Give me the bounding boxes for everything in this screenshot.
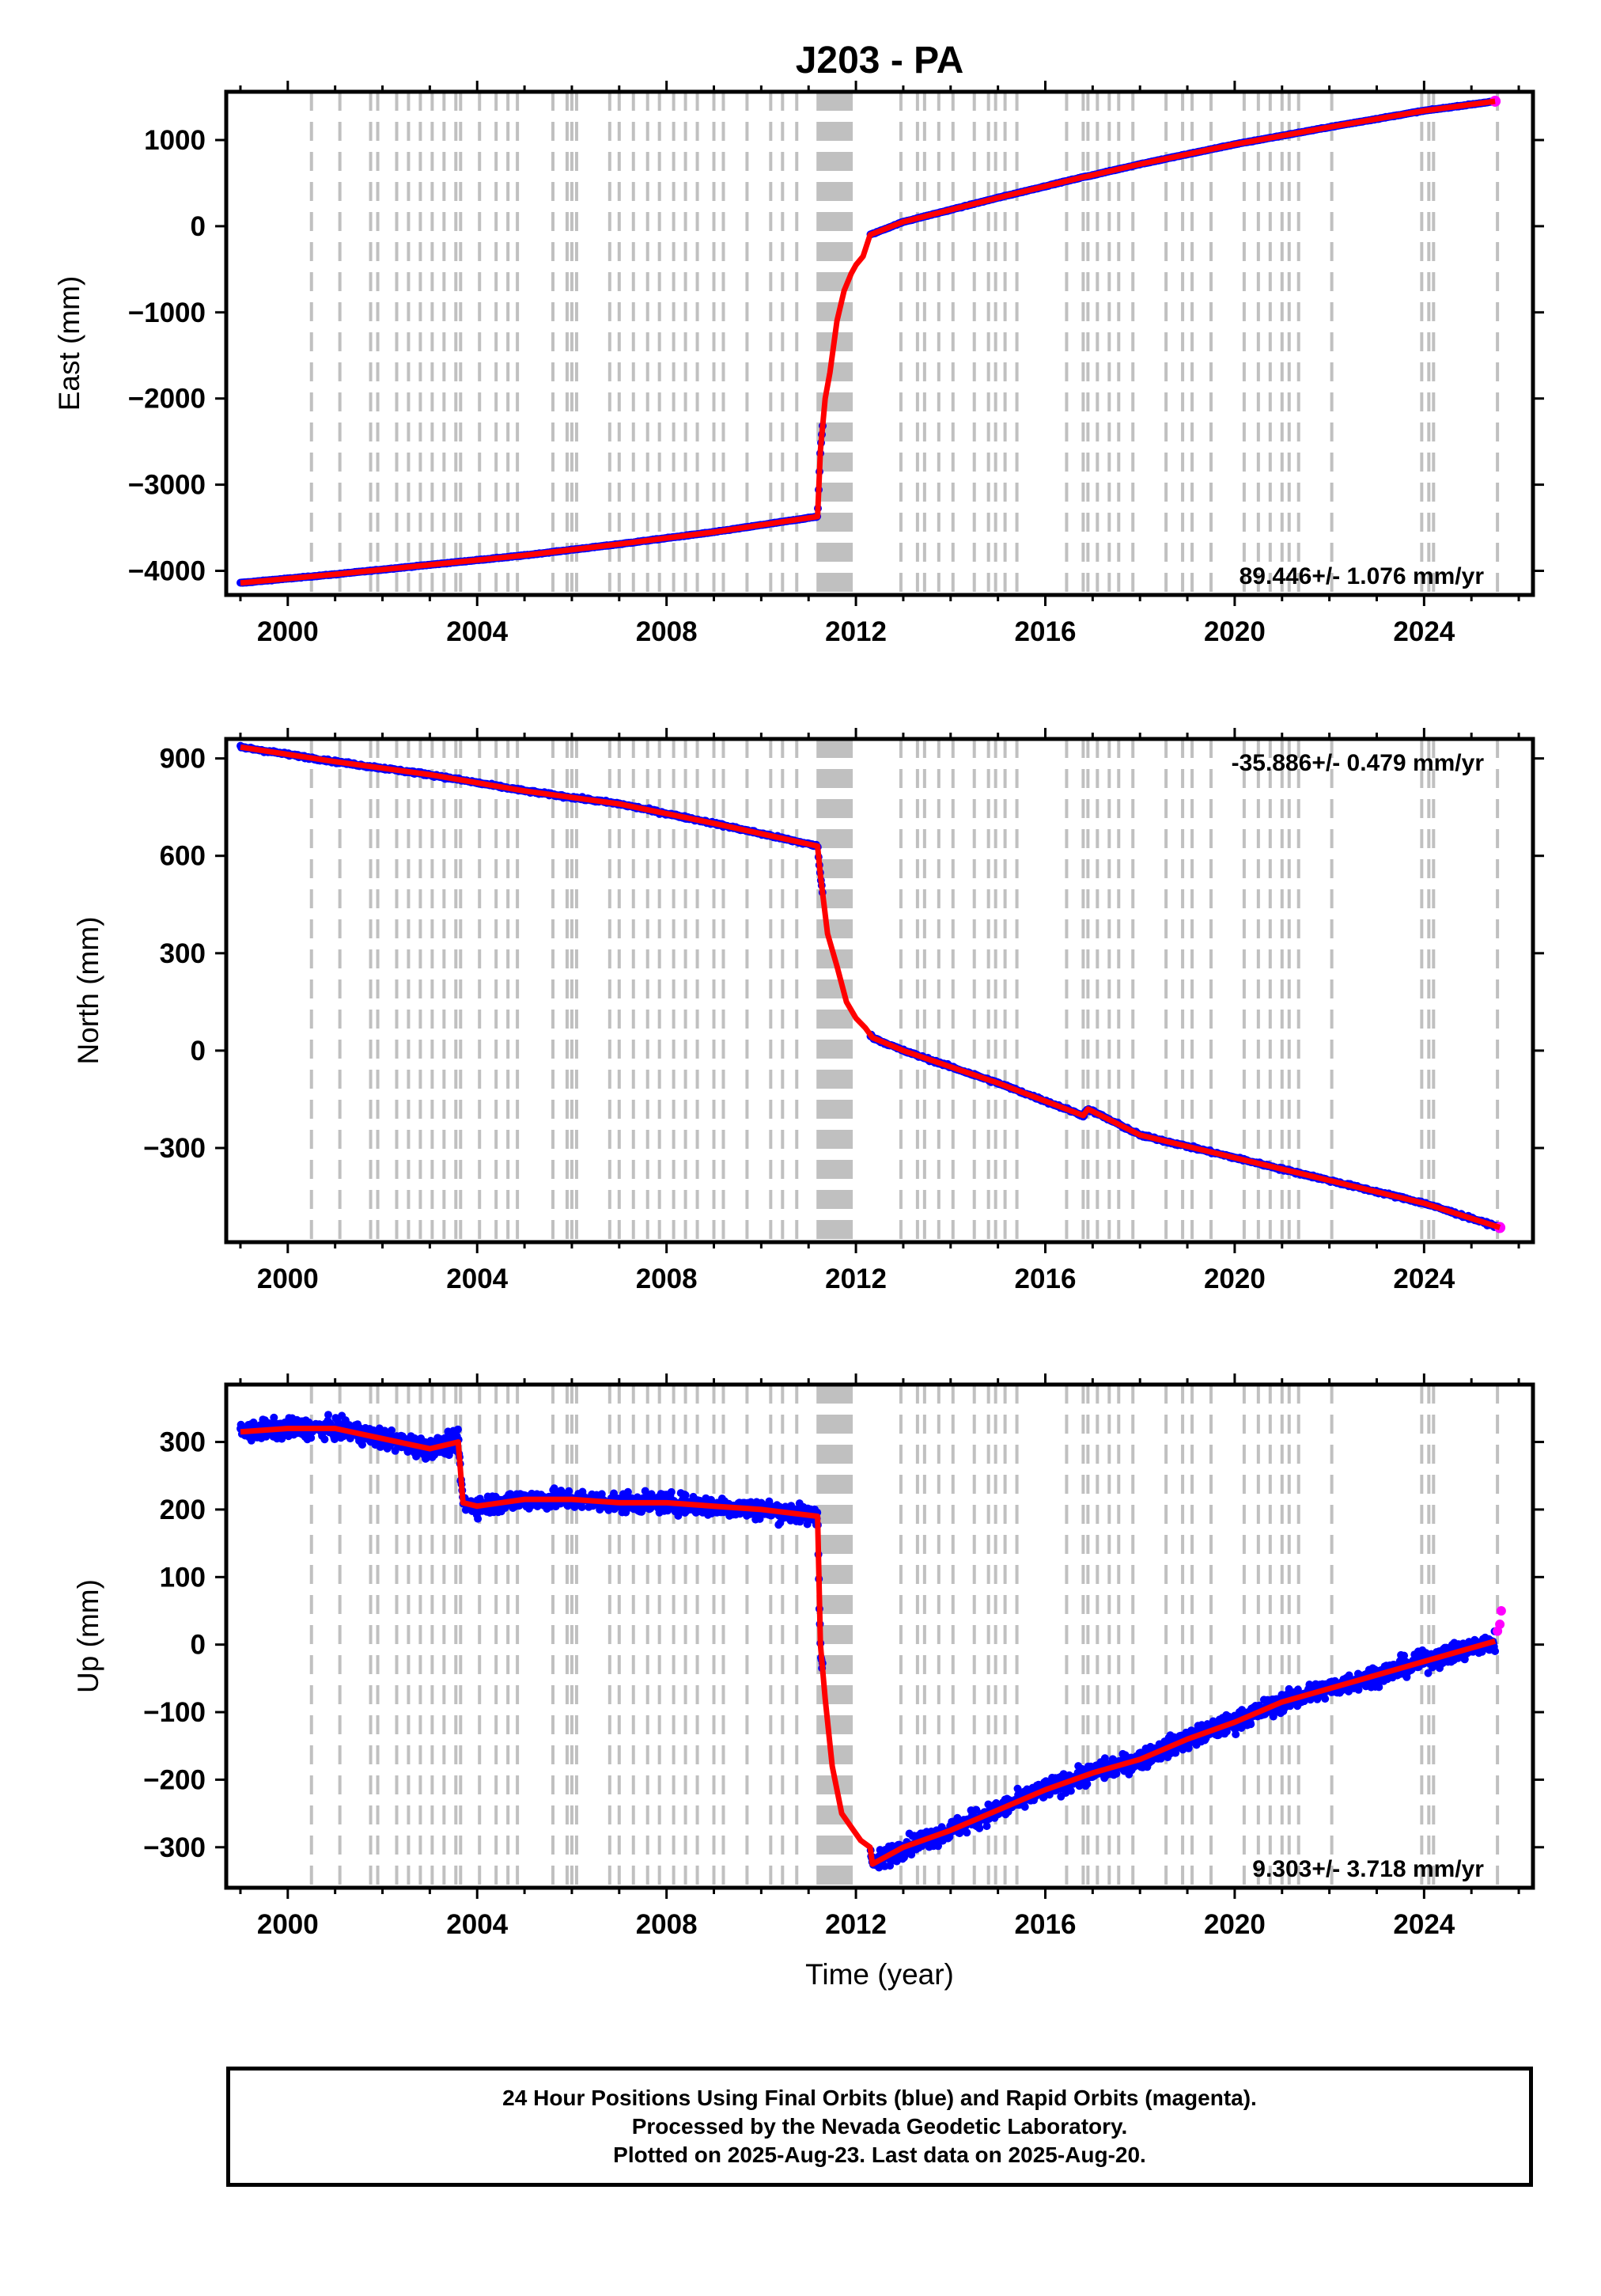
y-tick-label: −3000 <box>128 470 206 501</box>
x-tick-label: 2024 <box>1393 1264 1455 1294</box>
final-orbit-point <box>324 1411 332 1419</box>
final-orbit-point <box>667 1487 676 1496</box>
final-orbit-point <box>982 1822 991 1831</box>
x-tick-label: 2004 <box>446 616 508 647</box>
final-orbit-point <box>934 1842 942 1851</box>
x-tick-label: 2020 <box>1204 1264 1266 1294</box>
final-orbit-point <box>247 1436 255 1445</box>
y-axis-label: East (mm) <box>53 276 85 411</box>
equipment-change-lines <box>309 739 1500 1242</box>
final-orbit-points <box>237 1411 1500 1872</box>
y-tick-label: 1000 <box>144 125 206 156</box>
y-axis-label: North (mm) <box>72 916 104 1064</box>
y-tick-label: −1000 <box>128 297 206 328</box>
final-orbit-point <box>426 1437 435 1445</box>
final-orbit-point <box>755 1514 764 1523</box>
x-tick-label: 2024 <box>1393 616 1455 647</box>
final-orbit-points <box>237 97 1500 587</box>
x-tick-label: 2000 <box>257 616 319 647</box>
final-orbit-point <box>388 1426 396 1434</box>
final-orbit-point <box>623 1487 632 1496</box>
rate-label: -35.886+/- 0.479 mm/yr <box>1232 750 1485 776</box>
panel-up: 2000 2004 2008 2012 2016 2020 20243002001000−1… <box>72 1373 1544 1991</box>
model-line <box>240 98 1496 586</box>
final-orbit-points <box>237 741 1504 1233</box>
y-tick-label: 900 <box>160 744 206 775</box>
final-orbit-point <box>963 1828 971 1837</box>
final-orbit-point <box>681 1491 690 1499</box>
x-axis: 2000 2004 2008 2012 2016 2020 2024 <box>239 728 1520 1294</box>
final-orbit-point <box>1020 1802 1029 1811</box>
model-line <box>240 744 1501 1230</box>
x-axis: 2000 2004 2008 2012 2016 2020 2024 <box>239 81 1520 647</box>
x-tick-label: 2004 <box>446 1264 508 1294</box>
panel-east: 2000 2004 2008 2012 2016 2020 2024 1000 0 −1000 −2… <box>53 81 1544 647</box>
y-tick-label: −300 <box>143 1133 206 1164</box>
final-orbit-point <box>307 1434 316 1442</box>
y-tick-label: 0 <box>191 1036 206 1067</box>
x-tick-label: 2008 <box>636 1264 698 1294</box>
y-tick-label: −2000 <box>128 384 206 415</box>
equipment-change-lines <box>309 92 1500 595</box>
panel-north: 2000 2004 2008 2012 2016 2020 2024 900 600 300 0 −3… <box>72 728 1544 1294</box>
x-tick-label: 2012 <box>825 616 887 647</box>
final-orbit-point <box>597 1490 606 1498</box>
final-orbit-point <box>577 1503 586 1511</box>
y-tick-label: 0 <box>191 211 206 242</box>
x-tick-label: 2016 <box>1015 616 1077 647</box>
final-orbit-point <box>550 1484 558 1493</box>
y-tick-label: −4000 <box>128 556 206 587</box>
y-axis: 900 600 300 0 −300 <box>143 744 1544 1164</box>
x-tick-label: 2016 <box>1015 1264 1077 1294</box>
y-tick-label: 600 <box>160 841 206 872</box>
equipment-change-lines <box>309 1385 1500 1888</box>
plot-frame <box>224 737 1535 1245</box>
panels: 2000 2004 2008 2012 2016 2020 2024 1000 0 −1000 −2… <box>53 81 1544 1991</box>
x-tick-label: 2020 <box>1204 616 1266 647</box>
final-orbit-point <box>565 1487 573 1495</box>
final-orbit-point <box>454 1425 462 1434</box>
x-tick-label: 2000 <box>257 1264 319 1294</box>
chart-title: J203 - PA <box>796 40 964 81</box>
y-tick-label: 300 <box>160 938 206 969</box>
final-orbit-point <box>320 1435 329 1444</box>
x-tick-label: 2008 <box>636 616 698 647</box>
x-tick-label: 2012 <box>825 1264 887 1294</box>
rate-label: 89.446+/- 1.076 mm/yr <box>1240 563 1485 589</box>
final-orbit-point <box>474 1514 483 1523</box>
final-orbit-point <box>975 1824 984 1832</box>
y-axis: 1000 0 −1000 −2000 −3000 −4000 <box>128 125 1544 587</box>
plot-frame <box>224 89 1535 597</box>
